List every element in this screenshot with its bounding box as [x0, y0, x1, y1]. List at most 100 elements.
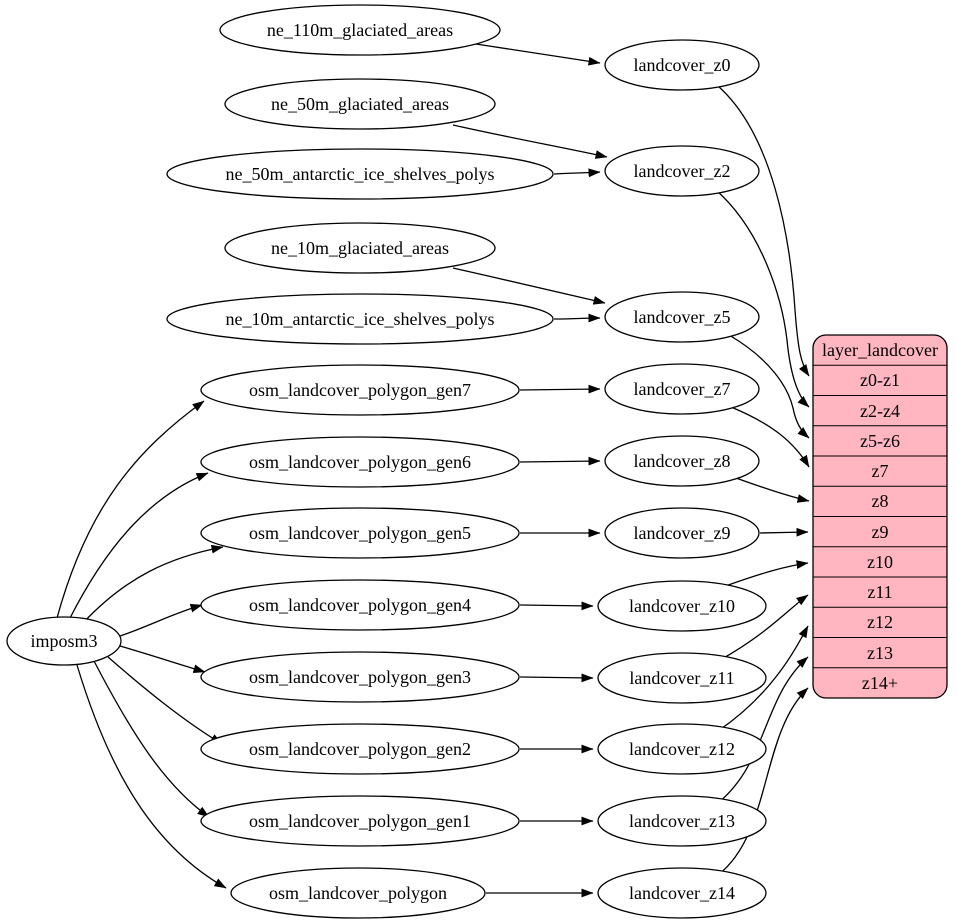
- ne_10m_glaciated_areas-label: ne_10m_glaciated_areas: [271, 238, 449, 258]
- osm_landcover_polygon_gen1-label: osm_landcover_polygon_gen1: [249, 811, 471, 831]
- node-osm_landcover_polygon_gen3: osm_landcover_polygon_gen3: [200, 651, 520, 703]
- edge-osm_landcover_polygon_gen4-landcover_z10: [519, 601, 594, 611]
- osm_landcover_polygon_gen4-shape: [200, 579, 520, 631]
- edge-landcover_z10-row-z10: [719, 560, 809, 589]
- ne_50m_antarctic_ice_shelves_polys-label: ne_50m_antarctic_ice_shelves_polys: [226, 164, 495, 184]
- node-ne_10m_antarctic_ice_shelves_polys: ne_10m_antarctic_ice_shelves_polys: [166, 293, 554, 345]
- osm_landcover_polygon_gen4-label: osm_landcover_polygon_gen4: [249, 595, 471, 615]
- edge-landcover_z9-row-z9: [759, 527, 809, 537]
- landcover_z0-shape: [604, 39, 760, 91]
- osm_landcover_polygon_gen7-label: osm_landcover_polygon_gen7: [249, 380, 471, 400]
- ne_110m_glaciated_areas-label: ne_110m_glaciated_areas: [267, 20, 453, 40]
- edge-imposm3-osm_landcover_polygon: [76, 664, 227, 889]
- landcover_z2-label: landcover_z2: [634, 161, 731, 181]
- edge-imposm3-osm_landcover_polygon_gen1: [93, 660, 210, 818]
- table-row-z12: z12: [867, 612, 893, 632]
- edge-landcover_z8-row-z8: [735, 477, 810, 503]
- edge-imposm3-osm_landcover_polygon_gen7: [56, 400, 205, 619]
- edge-imposm3-osm_landcover_polygon_gen4: [119, 603, 203, 637]
- table-row-z11: z11: [867, 582, 892, 602]
- node-landcover_z13: landcover_z13: [597, 795, 767, 847]
- table-row-z2-z4: z2-z4: [860, 401, 900, 421]
- edge-osm_landcover_polygon_gen7-landcover_z7: [519, 384, 601, 394]
- landcover_z9-label: landcover_z9: [634, 523, 731, 543]
- imposm3-shape: [6, 616, 122, 666]
- node-imposm3: imposm3: [6, 616, 122, 666]
- edge-layer: [56, 43, 810, 898]
- landcover_z14-shape: [597, 867, 767, 919]
- landcover_z13-shape: [597, 795, 767, 847]
- ne_50m_antarctic_ice_shelves_polys-shape: [166, 148, 554, 200]
- osm_landcover_polygon-shape: [230, 867, 486, 919]
- table-row-z8: z8: [872, 491, 889, 511]
- node-landcover_z7: landcover_z7: [604, 363, 760, 415]
- osm_landcover_polygon-label: osm_landcover_polygon: [269, 883, 447, 903]
- landcover_z5-label: landcover_z5: [634, 307, 731, 327]
- node-osm_landcover_polygon_gen1: osm_landcover_polygon_gen1: [200, 795, 520, 847]
- ne_10m_antarctic_ice_shelves_polys-shape: [166, 293, 554, 345]
- table-row-z7: z7: [872, 461, 889, 481]
- edge-landcover_z7-row-z7: [730, 406, 810, 468]
- edge-landcover_z12-row-z12: [717, 625, 809, 732]
- edge-landcover_z0-row-z0-z1: [717, 85, 810, 377]
- edge-imposm3-osm_landcover_polygon_gen3: [119, 645, 206, 673]
- landcover_z8-shape: [604, 435, 760, 487]
- landcover_z0-label: landcover_z0: [634, 55, 731, 75]
- node-osm_landcover_polygon_gen7: osm_landcover_polygon_gen7: [200, 364, 520, 416]
- edge-ne_50m_glaciated_areas-landcover_z2: [452, 124, 608, 159]
- node-landcover_z9: landcover_z9: [604, 507, 760, 559]
- node-ne_50m_antarctic_ice_shelves_polys: ne_50m_antarctic_ice_shelves_polys: [166, 148, 554, 200]
- node-osm_landcover_polygon_gen2: osm_landcover_polygon_gen2: [200, 723, 520, 775]
- ne_10m_antarctic_ice_shelves_polys-label: ne_10m_antarctic_ice_shelves_polys: [226, 309, 495, 329]
- edge-landcover_z5-row-z5-z6: [728, 334, 810, 439]
- node-landcover_z5: landcover_z5: [604, 291, 760, 343]
- node-osm_landcover_polygon: osm_landcover_polygon: [230, 867, 486, 919]
- node-ne_110m_glaciated_areas: ne_110m_glaciated_areas: [219, 4, 501, 56]
- osm_landcover_polygon_gen5-shape: [200, 507, 520, 559]
- edge-landcover_z11-row-z11: [719, 594, 809, 661]
- table-layer_landcover: layer_landcover z0-z1 z2-z4 z5-z6 z7 z8 …: [812, 334, 948, 699]
- edge-ne_110m_glaciated_areas-landcover_z0: [475, 43, 601, 66]
- landcover_z12-shape: [597, 723, 767, 775]
- table-row-z13: z13: [867, 643, 893, 663]
- table-row-z10: z10: [867, 552, 893, 572]
- osm_landcover_polygon_gen7-shape: [200, 364, 520, 416]
- osm_landcover_polygon_gen3-shape: [200, 651, 520, 703]
- edge-landcover_z2-row-z2-z4: [715, 189, 810, 408]
- ne_50m_glaciated_areas-shape: [224, 78, 496, 130]
- osm_landcover_polygon_gen1-shape: [200, 795, 520, 847]
- landcover_z11-label: landcover_z11: [629, 668, 734, 688]
- landcover_z14-label: landcover_z14: [629, 883, 735, 903]
- landcover_z12-label: landcover_z12: [629, 739, 735, 759]
- edge-landcover_z14-row-z14plus: [717, 687, 809, 876]
- landcover_z7-label: landcover_z7: [634, 379, 731, 399]
- table-row-z0-z1: z0-z1: [860, 370, 900, 390]
- node-osm_landcover_polygon_gen5: osm_landcover_polygon_gen5: [200, 507, 520, 559]
- node-landcover_z11: landcover_z11: [597, 652, 767, 704]
- landcover_z8-label: landcover_z8: [634, 451, 731, 471]
- node-landcover_z8: landcover_z8: [604, 435, 760, 487]
- osm_landcover_polygon_gen2-label: osm_landcover_polygon_gen2: [249, 739, 471, 759]
- node-osm_landcover_polygon_gen4: osm_landcover_polygon_gen4: [200, 579, 520, 631]
- node-landcover_z0: landcover_z0: [604, 39, 760, 91]
- osm_landcover_polygon_gen5-label: osm_landcover_polygon_gen5: [249, 523, 471, 543]
- node-landcover_z10: landcover_z10: [597, 580, 767, 632]
- node-osm_landcover_polygon_gen6: osm_landcover_polygon_gen6: [200, 436, 520, 488]
- node-ne_50m_glaciated_areas: ne_50m_glaciated_areas: [224, 78, 496, 130]
- imposm3-label: imposm3: [30, 631, 97, 651]
- ne_50m_glaciated_areas-label: ne_50m_glaciated_areas: [271, 94, 449, 114]
- table-row-z14plus: z14+: [862, 673, 898, 693]
- edge-ne_50m_antarctic_ice_shelves_polys-landcover_z2: [553, 168, 601, 178]
- landcover_z11-shape: [597, 652, 767, 704]
- table-row-z9: z9: [872, 522, 889, 542]
- ne_110m_glaciated_areas-shape: [219, 4, 501, 56]
- landcover_z13-label: landcover_z13: [629, 811, 735, 831]
- landcover_z5-shape: [604, 291, 760, 343]
- edge-ne_10m_antarctic_ice_shelves_polys-landcover_z5: [553, 313, 601, 323]
- edge-ne_10m_glaciated_areas-landcover_z5: [452, 267, 606, 305]
- node-landcover_z14: landcover_z14: [597, 867, 767, 919]
- ne_10m_glaciated_areas-shape: [224, 222, 496, 274]
- edge-imposm3-osm_landcover_polygon_gen5: [82, 544, 224, 624]
- landcover_z2-shape: [604, 145, 760, 197]
